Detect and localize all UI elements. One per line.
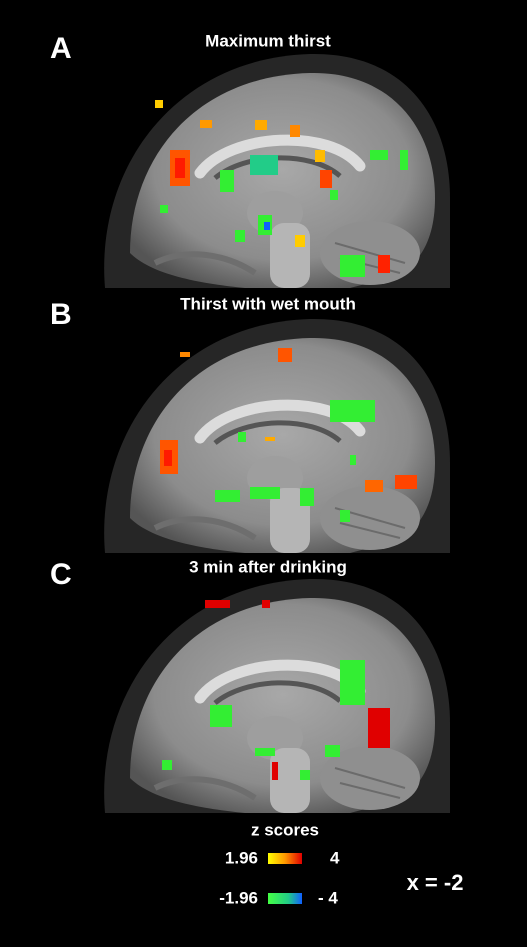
panel-title: Thirst with wet mouth (180, 294, 356, 313)
legend: z scores 1.96 4 -1.96 - 4 x = -2 (219, 820, 463, 907)
coordinate: x = -2 (407, 870, 464, 895)
panel-title: 3 min after drinking (189, 557, 347, 576)
page: A Maximum thirst B Thirst with wet mouth… (0, 0, 527, 942)
legend-label: 1.96 (225, 848, 258, 867)
color-bar (268, 893, 302, 904)
panel-c: C 3 min after drinking (50, 557, 450, 813)
figure: A Maximum thirst B Thirst with wet mouth… (0, 0, 527, 942)
legend-label: -1.96 (219, 888, 258, 907)
panel-letter: B (50, 298, 72, 331)
legend-title: z scores (251, 820, 319, 839)
panel-b: B Thirst with wet mouth (50, 294, 450, 553)
panel-letter: A (50, 32, 72, 65)
color-bar (268, 853, 302, 864)
legend-label: - 4 (318, 888, 338, 907)
panel-a: A Maximum thirst (50, 31, 450, 288)
panel-title: Maximum thirst (205, 31, 331, 50)
legend-label: 4 (330, 848, 340, 867)
panel-letter: C (50, 558, 72, 591)
